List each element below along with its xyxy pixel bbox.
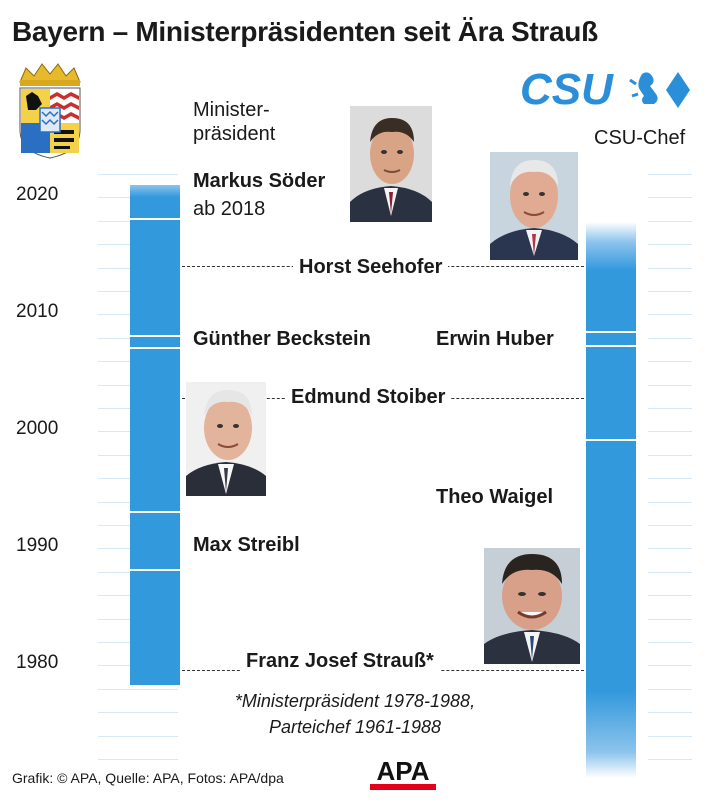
year-label-2000: 2000: [16, 418, 59, 439]
bavaria-coat-of-arms-icon: [14, 60, 86, 160]
csu-logo-text: CSU: [520, 65, 614, 114]
axis-tick: [648, 431, 692, 432]
label-streibl: Max Streibl: [193, 534, 300, 556]
axis-tick: [648, 478, 692, 479]
seehofer-photo: [490, 152, 578, 260]
axis-tick: [98, 689, 178, 690]
axis-tick: [648, 572, 692, 573]
credits: Grafik: © APA, Quelle: APA, Fotos: APA/d…: [12, 770, 284, 786]
label-soeder-note: ab 2018: [193, 198, 266, 220]
footnote: *Ministerpräsident 1978-1988, Parteichef…: [234, 691, 476, 737]
term-divider-2007: [130, 347, 180, 349]
axis-tick: [648, 197, 692, 198]
axis-tick: [648, 665, 692, 666]
axis-tick: [648, 338, 692, 339]
csu-chef-header: CSU-Chef: [594, 127, 686, 149]
label-beckstein: Günther Beckstein: [193, 328, 371, 350]
axis-tick: [648, 525, 692, 526]
apa-logo-text: APA: [377, 758, 430, 786]
bavarian-lion-icon: [629, 72, 658, 104]
apa-red-stripe: [370, 784, 436, 790]
axis-tick: [648, 689, 692, 690]
axis-tick: [648, 244, 692, 245]
label-huber: Erwin Huber: [436, 328, 554, 350]
chef-divider-2007: [586, 345, 636, 347]
axis-tick: [98, 759, 178, 760]
csu-logo: CSU: [518, 64, 692, 114]
label-waigel: Theo Waigel: [436, 486, 554, 508]
ministerpraesident-header: Minister- präsident: [193, 99, 276, 145]
axis-tick: [648, 314, 692, 315]
axis-tick: [648, 642, 692, 643]
chart-title: Bayern – Ministerpräsidenten seit Ära St…: [12, 16, 598, 47]
term-divider-1993: [130, 511, 180, 513]
chef-divider-2008: [586, 331, 636, 333]
term-divider-2008: [130, 335, 180, 337]
axis-tick: [98, 174, 178, 175]
axis-tick: [648, 408, 692, 409]
year-label-1990: 1990: [16, 535, 59, 556]
year-label-1980: 1980: [16, 652, 59, 673]
axis-tick: [648, 361, 692, 362]
axis-tick: [98, 712, 178, 713]
axis-tick: [648, 736, 692, 737]
axis-tick: [648, 174, 692, 175]
axis-tick: [648, 619, 692, 620]
strauss-photo: [484, 548, 580, 664]
chef-divider-1999: [586, 439, 636, 441]
year-label-2010: 2010: [16, 301, 59, 322]
label-soeder: Markus Söder: [193, 170, 326, 192]
axis-tick: [648, 595, 692, 596]
year-label-2020: 2020: [16, 184, 59, 205]
axis-tick: [648, 502, 692, 503]
axis-tick: [98, 736, 178, 737]
csu-chef-bar: [586, 222, 636, 778]
label-seehofer: Horst Seehofer: [293, 256, 449, 279]
diamond-icon: [666, 72, 690, 108]
axis-tick: [648, 548, 692, 549]
label-stoiber: Edmund Stoiber: [285, 386, 452, 409]
ministerpraesident-bar: [130, 185, 180, 685]
apa-logo: APA: [368, 756, 438, 792]
stoiber-photo: [186, 382, 266, 496]
axis-tick: [648, 291, 692, 292]
term-divider-2018: [130, 218, 180, 220]
axis-tick: [648, 455, 692, 456]
axis-tick: [648, 712, 692, 713]
axis-tick: [648, 268, 692, 269]
axis-tick: [648, 221, 692, 222]
axis-tick: [648, 759, 692, 760]
label-strauss: Franz Josef Strauß*: [240, 650, 440, 673]
soeder-photo: [350, 106, 432, 222]
axis-tick: [648, 385, 692, 386]
term-divider-1988: [130, 569, 180, 571]
